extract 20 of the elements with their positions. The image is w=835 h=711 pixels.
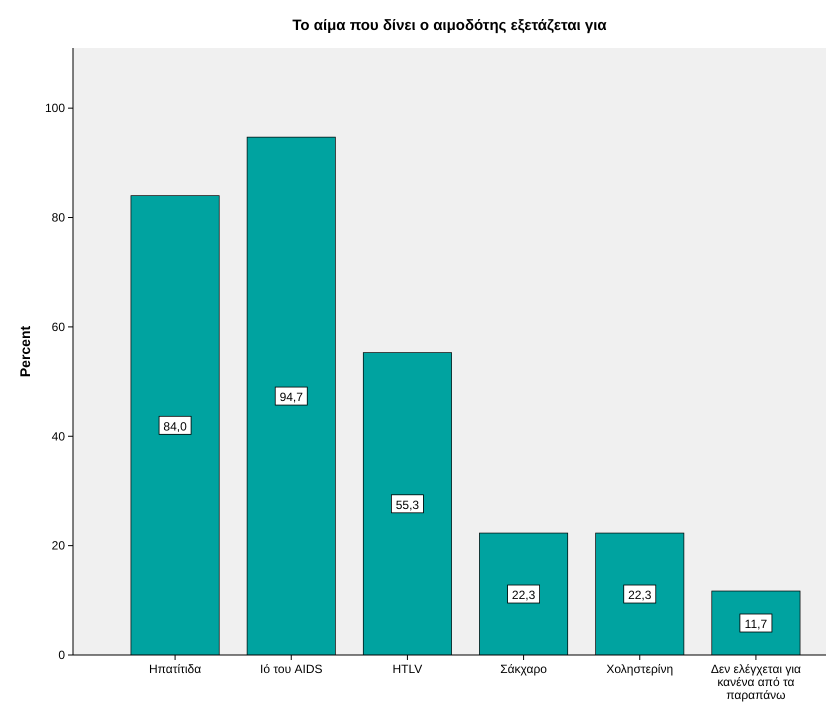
x-tick-label: HTLV <box>392 662 422 676</box>
x-tick-label: Σάκχαρο <box>500 662 548 676</box>
data-label: 11,7 <box>744 617 768 632</box>
x-tick-label: Ηπατίτιδα <box>149 662 202 676</box>
data-label: 22,3 <box>628 588 652 602</box>
data-label: 84,0 <box>163 419 188 434</box>
x-tick-label: Δεν ελέγχεται για κανένα από τα παραπάνω <box>710 662 802 702</box>
data-label: 55,3 <box>396 498 420 512</box>
x-tick-label: Χοληστερίνη <box>606 662 674 676</box>
y-tick-label: 0 <box>58 648 66 662</box>
y-tick-label: 60 <box>52 320 66 334</box>
y-axis-title: Percent <box>17 325 33 378</box>
y-tick-label: 80 <box>52 210 66 225</box>
data-label: 94,7 <box>280 390 304 404</box>
x-tick-label: Ιό του AIDS <box>260 662 322 676</box>
y-tick-label: 100 <box>44 101 66 116</box>
y-tick-label: 40 <box>52 429 66 444</box>
data-label: 22,3 <box>512 588 536 602</box>
chart-title: Το αίμα που δίνει ο αιμοδότης εξετάζεται για <box>292 17 608 34</box>
y-tick-label: 20 <box>52 538 66 553</box>
